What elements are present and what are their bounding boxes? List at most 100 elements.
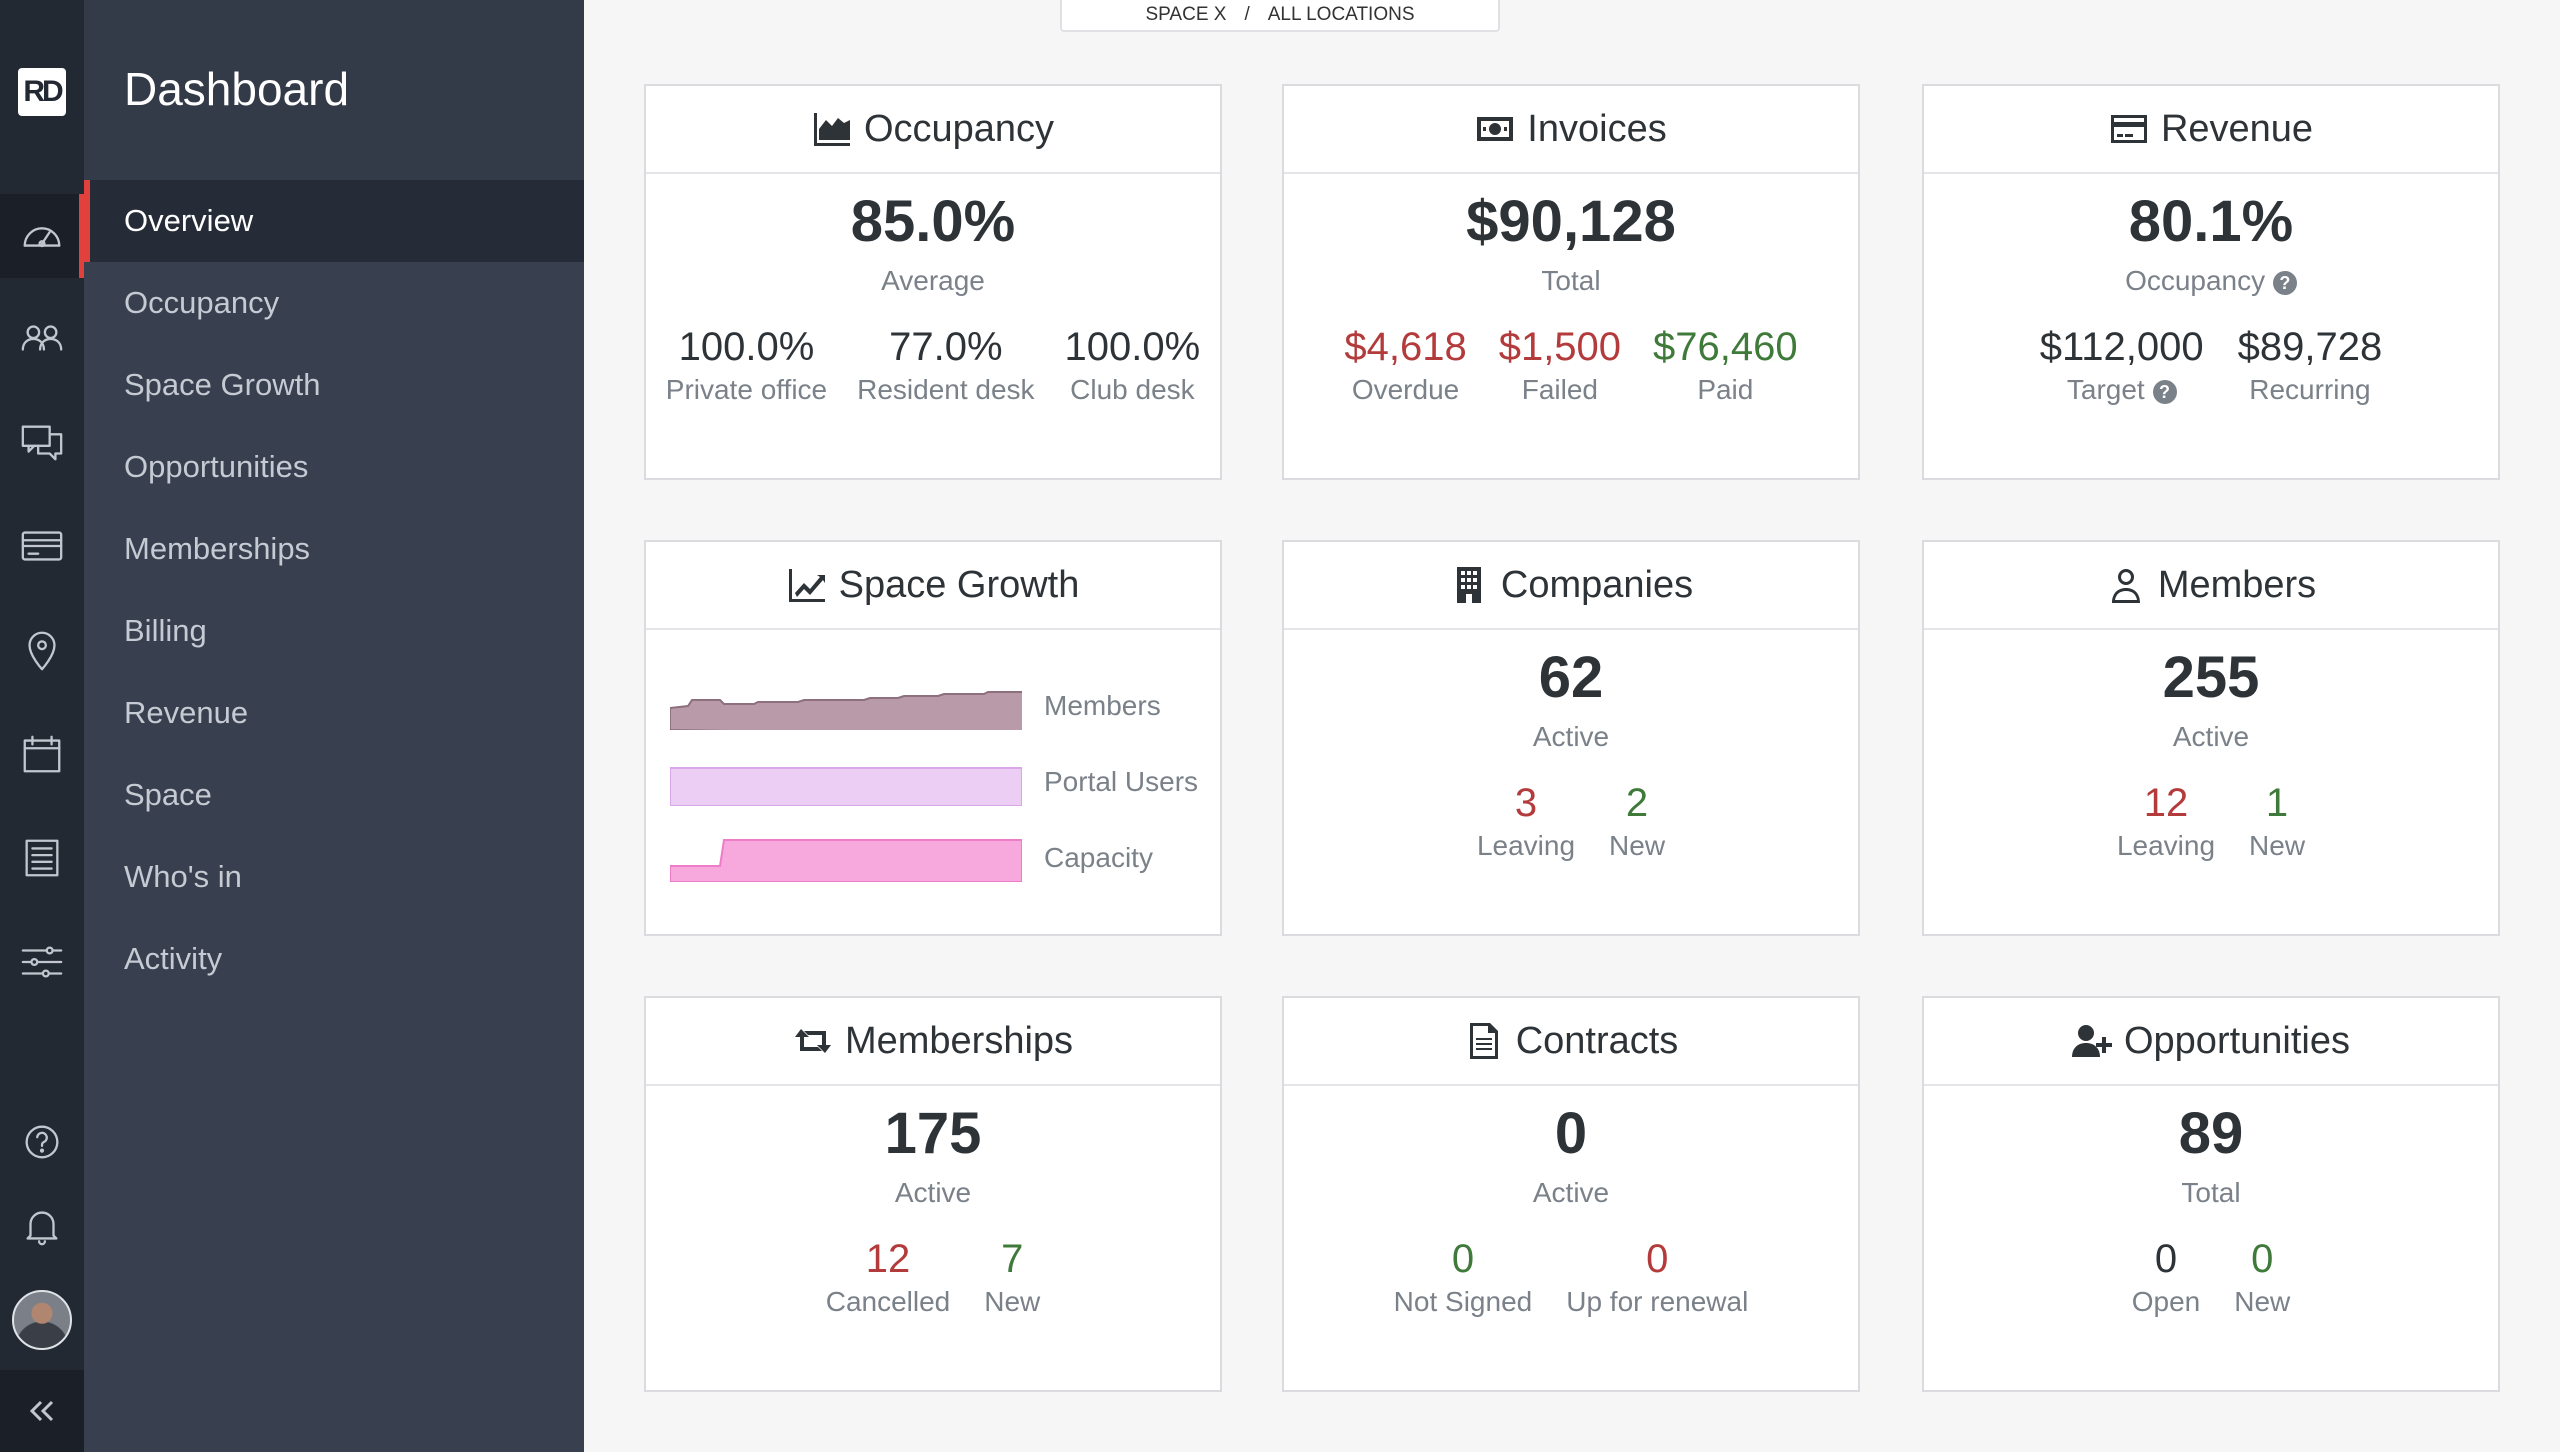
breadcrumb-location[interactable]: ALL LOCATIONS (1267, 4, 1415, 25)
stat-up-for-renewal: 0 Up for renewal (1566, 1237, 1749, 1317)
location-pin-icon[interactable] (0, 608, 84, 692)
sidebar-item-revenue[interactable]: Revenue (124, 695, 249, 730)
sliders-icon[interactable] (0, 920, 84, 1004)
sidebar-item-space[interactable]: Space (124, 777, 212, 812)
card-value: 80.1% (2128, 189, 2294, 254)
card-title: Revenue (2160, 107, 2314, 150)
app-logo[interactable]: RD (18, 68, 66, 116)
card-title: Memberships (844, 1019, 1074, 1062)
card-title: Companies (1500, 563, 1694, 606)
card-title: Contracts (1515, 1019, 1679, 1062)
card-icon[interactable] (0, 504, 84, 588)
bell-icon[interactable] (0, 1184, 84, 1268)
series-label: Portal Users (1044, 766, 1199, 797)
sidebar-item-activity[interactable]: Activity (124, 941, 223, 976)
card-header: Memberships (646, 998, 1220, 1086)
stat-leaving: 3 Leaving (1476, 781, 1576, 861)
stat-new: 2 New (1609, 781, 1666, 861)
sidebar-item-billing[interactable]: Billing (124, 613, 207, 648)
help-icon[interactable]: ? (2272, 271, 2297, 295)
card-caption: Average (881, 265, 985, 296)
breadcrumb[interactable]: SPACE X / ALL LOCATIONS (1060, 0, 1500, 32)
stat-cancelled: 12 Cancelled (825, 1237, 951, 1317)
members-card[interactable]: Members 255 Active 12 Leaving 1 New (1922, 540, 2500, 936)
sparkline-members: Members (670, 682, 1161, 730)
members-area-sparkline (670, 691, 1022, 730)
stat-new: 0 New (2234, 1237, 2291, 1317)
series-label: Capacity (1044, 842, 1153, 873)
series-label: Members (1044, 690, 1161, 721)
sparkline-capacity: Capacity (670, 834, 1153, 882)
card-value: 0 (1554, 1101, 1588, 1166)
stat-target: $112,000 Target ? (2039, 325, 2204, 405)
card-value: 255 (2162, 645, 2260, 710)
list-icon[interactable] (0, 816, 84, 900)
stat-recurring: $89,728 Recurring (2237, 325, 2383, 405)
card-title: Invoices (1527, 107, 1667, 150)
card-caption: Occupancy ? (1924, 265, 2498, 297)
members-icon[interactable] (0, 296, 84, 380)
revenue-card[interactable]: Revenue 80.1% Occupancy ? $112,000 Target… (1922, 84, 2500, 480)
building-icon (1456, 567, 1481, 603)
card-caption: Active (1532, 721, 1610, 752)
card-header: Members (1924, 542, 2498, 630)
help-icon[interactable]: ? (2152, 380, 2177, 404)
capacity-area-sparkline (670, 839, 1022, 882)
stat-club-desk: 100.0% Club desk (1064, 325, 1201, 405)
card-value: 175 (884, 1101, 982, 1166)
sidebar-item-space-growth[interactable]: Space Growth (124, 367, 321, 402)
dashboard-gauge-icon[interactable] (0, 194, 84, 278)
help-icon[interactable] (0, 1100, 84, 1184)
card-header: Opportunities (1924, 998, 2498, 1086)
sidebar: Dashboard Overview Occupancy Space Growt… (84, 0, 584, 1452)
card-header: Revenue (1924, 86, 2498, 174)
document-icon (1469, 1023, 1498, 1059)
user-plus-icon (2071, 1025, 2112, 1057)
sidebar-item-whos-in[interactable]: Who's in (124, 859, 242, 894)
icon-rail: RD (0, 0, 84, 1452)
avatar[interactable] (12, 1290, 72, 1350)
card-value: 89 (2178, 1101, 2244, 1166)
stat-failed: $1,500 Failed (1498, 325, 1622, 405)
stat-paid: $76,460 Paid (1653, 325, 1798, 405)
space-growth-card[interactable]: Space Growth Members Portal Users Capaci… (644, 540, 1222, 936)
invoices-card[interactable]: Invoices $90,128 Total $4,618 Overdue $1,… (1282, 84, 1860, 480)
occupancy-card[interactable]: Occupancy 85.0% Average 100.0% Private of… (644, 84, 1222, 480)
opportunities-card[interactable]: Opportunities 89 Total 0 Open 0 New (1922, 996, 2500, 1392)
stat-private-office: 100.0% Private office (665, 325, 828, 405)
breadcrumb-separator: / (1244, 4, 1250, 25)
companies-card[interactable]: Companies 62 Active 3 Leaving 2 New (1282, 540, 1860, 936)
stat-open: 0 Open (2131, 1237, 2201, 1317)
card-title: Members (2157, 563, 2317, 606)
sidebar-item-memberships[interactable]: Memberships (124, 531, 311, 566)
card-caption: Total (2181, 1177, 2241, 1208)
page-title: Dashboard (124, 63, 350, 115)
card-caption: Active (2172, 721, 2250, 752)
stat-not-signed: 0 Not Signed (1393, 1237, 1533, 1317)
chat-icon[interactable] (0, 400, 84, 484)
sidebar-item-occupancy[interactable]: Occupancy (124, 285, 280, 320)
card-value: 62 (1538, 645, 1604, 710)
portal-users-area-sparkline (670, 767, 1022, 806)
breadcrumb-space[interactable]: SPACE X (1145, 4, 1227, 25)
line-chart-icon (788, 569, 825, 602)
stat-leaving: 12 Leaving (2116, 781, 2216, 861)
calendar-icon[interactable] (0, 712, 84, 796)
card-title: Space Growth (838, 563, 1080, 606)
memberships-card[interactable]: Memberships 175 Active 12 Cancelled 7 New (644, 996, 1222, 1392)
card-caption: Active (1532, 1177, 1610, 1208)
money-icon (1477, 117, 1514, 141)
sparkline-portal-users: Portal Users (670, 758, 1198, 806)
stat-new: 1 New (2249, 781, 2306, 861)
stat-new: 7 New (984, 1237, 1041, 1317)
sidebar-header (84, 0, 584, 180)
collapse-icon[interactable] (0, 1370, 84, 1452)
card-caption: Active (894, 1177, 972, 1208)
stat-overdue: $4,618 Overdue (1344, 325, 1467, 405)
card-header: Contracts (1284, 998, 1858, 1086)
user-icon (2111, 569, 2140, 603)
sidebar-item-overview[interactable]: Overview (84, 180, 584, 262)
sidebar-item-opportunities[interactable]: Opportunities (124, 449, 309, 484)
contracts-card[interactable]: Contracts 0 Active 0 Not Signed 0 Up for r… (1282, 996, 1860, 1392)
card-value: $90,128 (1466, 189, 1676, 254)
